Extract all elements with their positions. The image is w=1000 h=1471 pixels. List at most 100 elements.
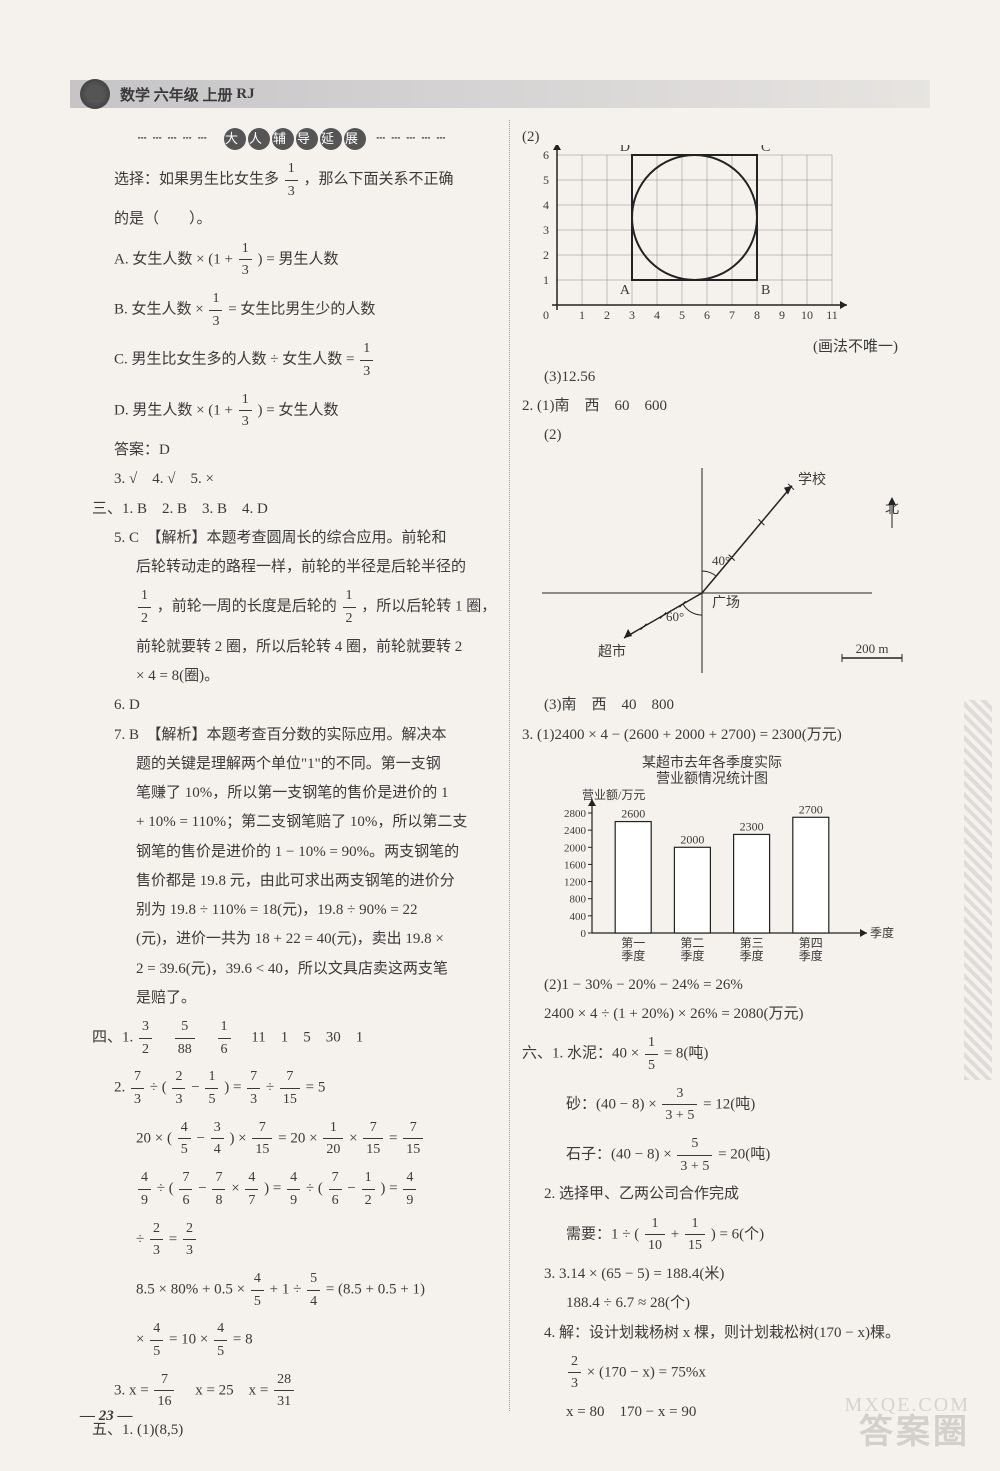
page-header: 数学 六年级 上册 RJ — [70, 80, 930, 108]
header-volume: 上册 — [203, 84, 233, 105]
header-subject: 数学 — [120, 84, 150, 105]
section-6: 六、1. 水泥：40 × 15 = 8(吨) — [522, 1032, 928, 1076]
svg-text:2: 2 — [604, 308, 610, 322]
watermark-main: 答案圈 — [859, 1404, 970, 1453]
q5-b: 后轮转动走的路程一样，前轮的半径是后轮半径的 — [92, 556, 497, 579]
svg-text:第四: 第四 — [799, 936, 823, 950]
svg-text:2300: 2300 — [740, 819, 764, 833]
left-column: ┄┄┄┄┄ 大人辅导延展 ┄┄┄┄┄ 选择：如果男生比女生多 13 ，那么下面关… — [80, 120, 510, 1411]
section-5: 五、1. (1)(8,5) — [92, 1419, 497, 1442]
svg-text:200 m: 200 m — [856, 641, 889, 656]
q6-3: 3. 3.14 × (65 − 5) = 188.4(米) — [522, 1263, 928, 1286]
grid-diagram: 12345678910111234560ABCD — [522, 145, 882, 325]
svg-text:2000: 2000 — [564, 842, 587, 854]
q7-h: (元)，进价一共为 18 + 22 = 40(元)，卖出 19.8 × — [92, 928, 497, 951]
q5-d: 前轮就要转 2 圈，所以后轮转 4 圈，前轮就要转 2 — [92, 636, 497, 659]
sand-line: 砂：(40 − 8) × 33 + 5 = 12(吨) — [522, 1083, 928, 1127]
svg-text:40°: 40° — [712, 553, 730, 568]
svg-text:季度: 季度 — [621, 948, 645, 963]
logo-badge — [80, 79, 110, 109]
svg-text:2000: 2000 — [680, 832, 704, 846]
svg-text:4: 4 — [543, 198, 549, 212]
grid-note: (画法不唯一) — [522, 336, 928, 359]
q2-3: (3)南 西 40 800 — [522, 694, 928, 717]
svg-text:学校: 学校 — [798, 471, 826, 488]
svg-text:8: 8 — [754, 308, 760, 322]
svg-text:5: 5 — [543, 173, 549, 187]
q4-2e: 8.5 × 80% + 0.5 × 45 + 1 ÷ 54 = (8.5 + 0… — [92, 1268, 497, 1312]
svg-text:6: 6 — [543, 148, 549, 162]
svg-text:400: 400 — [570, 911, 587, 923]
q4-2f: × 45 = 10 × 45 = 8 — [92, 1318, 497, 1362]
q4-2b: 20 × ( 45 − 34 ) × 715 = 20 × 120 × 715 … — [92, 1117, 497, 1161]
section-3: 三、1. B 2. B 3. B 4. D — [92, 498, 497, 521]
q7-d: + 10% = 110%；第二支钢笔赔了 10%，所以第二支 — [92, 811, 497, 834]
q1-3: (3)12.56 — [522, 366, 928, 389]
q6-2b: 需要：1 ÷ ( 110 + 115 ) = 6(个) — [522, 1213, 928, 1257]
svg-text:6: 6 — [704, 308, 710, 322]
q7-g: 别为 19.8 ÷ 110% = 18(元)，19.8 ÷ 90% = 22 — [92, 899, 497, 922]
q4-3: 3. x = 716 x = 25 x = 2831 — [92, 1369, 497, 1413]
q7-f: 售价都是 19.8 元，由此可求出两支钢笔的进价分 — [92, 870, 497, 893]
svg-text:1600: 1600 — [564, 859, 587, 871]
svg-text:2: 2 — [543, 248, 549, 262]
option-d: D. 男生人数 × (1 + 13 ) = 女生人数 — [92, 389, 497, 433]
q7-i: 2 = 39.6(元)，39.6 < 40，所以文具店卖这两支笔 — [92, 958, 497, 981]
svg-text:季度: 季度 — [740, 948, 764, 963]
option-a: A. 女生人数 × (1 + 13 ) = 男生人数 — [92, 238, 497, 282]
svg-text:3: 3 — [543, 223, 549, 237]
answer-d: 答案：D — [92, 439, 497, 462]
q3-1: 3. (1)2400 × 4 − (2600 + 2000 + 2700) = … — [522, 724, 928, 747]
svg-text:1200: 1200 — [564, 876, 587, 888]
svg-text:第一: 第一 — [621, 936, 645, 950]
q5-e: × 4 = 8(圈)。 — [92, 665, 497, 688]
svg-text:2800: 2800 — [564, 808, 587, 820]
svg-text:A: A — [620, 283, 631, 298]
svg-text:60°: 60° — [666, 609, 684, 624]
q7-b: 题的关键是理解两个单位"1"的不同。第一支钢 — [92, 753, 497, 776]
svg-text:9: 9 — [779, 308, 785, 322]
svg-text:季度: 季度 — [680, 948, 704, 963]
svg-text:超市: 超市 — [598, 643, 626, 660]
svg-text:D: D — [620, 145, 630, 155]
q3-2: (2)1 − 30% − 20% − 24% = 26% — [522, 974, 928, 997]
q7-e: 钢笔的售价是进价的 1 − 10% = 90%。两支钢笔的 — [92, 841, 497, 864]
svg-text:季度: 季度 — [870, 925, 894, 940]
section-banner: ┄┄┄┄┄ 大人辅导延展 ┄┄┄┄┄ — [92, 128, 497, 150]
svg-text:某超市去年各季度实际: 某超市去年各季度实际 — [642, 754, 782, 771]
svg-text:5: 5 — [679, 308, 685, 322]
svg-text:2700: 2700 — [799, 802, 823, 816]
q2-2-prefix: (2) — [522, 424, 928, 447]
svg-text:0: 0 — [581, 928, 587, 940]
svg-text:季度: 季度 — [799, 948, 823, 963]
stone-line: 石子：(40 − 8) × 53 + 5 = 20(吨) — [522, 1133, 928, 1177]
q7-a: 7. B 【解析】本题考查百分数的实际应用。解决本 — [92, 724, 497, 747]
q4-2a: 2. 73 ÷ ( 23 − 15 ) = 73 ÷ 715 = 5 — [92, 1066, 497, 1110]
page-number: — 23 — — [80, 1408, 133, 1425]
header-edition: RJ — [236, 86, 254, 103]
q7-c: 笔赚了 10%，所以第一支钢笔的售价是进价的 1 — [92, 782, 497, 805]
svg-text:2600: 2600 — [621, 806, 645, 820]
q6-4: 4. 解：设计划栽杨树 x 棵，则计划栽松树(170 − x)棵。 — [522, 1322, 928, 1345]
svg-text:10: 10 — [801, 308, 813, 322]
tf-row: 3. √ 4. √ 5. × — [92, 468, 497, 491]
q6: 6. D — [92, 694, 497, 717]
q3-2b: 2400 × 4 ÷ (1 + 20%) × 26% = 2080(万元) — [522, 1003, 928, 1026]
svg-text:第二: 第二 — [680, 936, 704, 950]
svg-text:2400: 2400 — [564, 825, 587, 837]
q4-2d: ÷ 23 = 23 — [92, 1218, 497, 1262]
svg-text:营业额情况统计图: 营业额情况统计图 — [656, 771, 768, 787]
svg-text:广场: 广场 — [712, 595, 740, 611]
map-diagram: 40°60°学校超市广场北200 m — [522, 453, 922, 683]
header-grade: 六年级 — [154, 84, 199, 105]
svg-text:11: 11 — [826, 308, 838, 322]
svg-text:4: 4 — [654, 308, 660, 322]
right-margin-decoration — [964, 700, 992, 1080]
q5-c: 12 ，前轮一周的长度是后轮的 12 ，所以后轮转 1 圈， — [92, 585, 497, 629]
q5-a: 5. C 【解析】本题考查圆周长的综合应用。前轮和 — [92, 527, 497, 550]
bar-chart: 某超市去年各季度实际营业额情况统计图营业额/万元0400800120016002… — [522, 753, 902, 963]
svg-text:第三: 第三 — [740, 936, 764, 950]
svg-text:0: 0 — [543, 308, 549, 322]
svg-text:1: 1 — [543, 273, 549, 287]
intro-line1: 选择：如果男生比女生多 13 ，那么下面关系不正确 — [92, 158, 497, 202]
